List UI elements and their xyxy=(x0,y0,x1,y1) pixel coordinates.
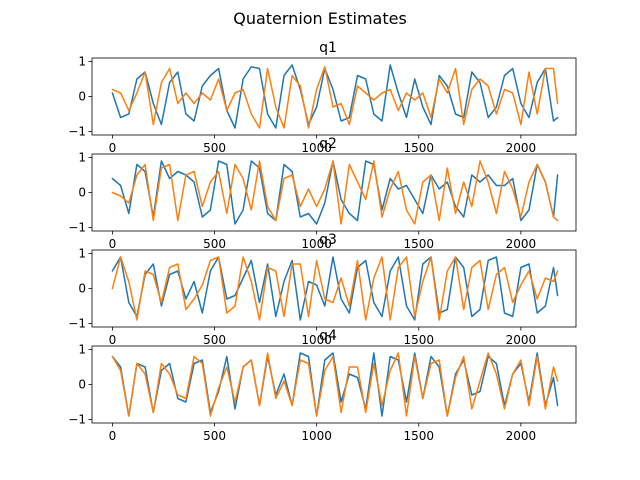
series-line-q1-2 xyxy=(111,66,559,129)
xtick-label: 0 xyxy=(109,141,117,155)
ytick-label: 1 xyxy=(78,247,86,261)
chart-title: Quaternion Estimates xyxy=(233,9,407,28)
ytick-label: 0 xyxy=(78,282,86,296)
ytick-label: 0 xyxy=(78,90,86,104)
ytick-label: −1 xyxy=(68,221,86,235)
series-line-q4-2 xyxy=(111,352,559,417)
xtick-label: 1500 xyxy=(403,237,434,251)
subplot-title-q4: q4 xyxy=(319,328,337,344)
xtick-label: 1500 xyxy=(403,333,434,347)
series-line-q3-2 xyxy=(111,256,559,321)
ytick-label: −1 xyxy=(68,317,86,331)
xtick-label: 500 xyxy=(203,333,226,347)
series-line-q2-1 xyxy=(111,160,559,225)
panel-q3: −1 0 1 0 500 1000 1500 2000 q3 xyxy=(68,232,577,347)
xtick-label: 0 xyxy=(109,237,117,251)
panel-q4: −1 0 1 0 500 1000 1500 2000 q4 xyxy=(68,328,577,443)
axes-frame-q1 xyxy=(91,57,577,136)
subplot-title-q1: q1 xyxy=(319,40,337,56)
series-line-q3-1 xyxy=(111,256,559,321)
xtick-label: 1000 xyxy=(301,237,332,251)
xtick-label: 2000 xyxy=(506,141,537,155)
xtick-label: 500 xyxy=(203,429,226,443)
xtick-label: 500 xyxy=(203,141,226,155)
panel-q1: −1 0 1 0 500 1000 1500 2000 q1 xyxy=(68,40,577,155)
ytick-label: 1 xyxy=(78,151,86,165)
xtick-label: 2000 xyxy=(506,429,537,443)
panel-q2: −1 0 1 0 500 1000 1500 2000 q2 xyxy=(68,136,577,251)
series-line-q4-1 xyxy=(111,352,559,417)
subplot-title-q2: q2 xyxy=(319,136,337,152)
xtick-label: 1500 xyxy=(403,141,434,155)
xtick-label: 1000 xyxy=(301,333,332,347)
xtick-label: 1500 xyxy=(403,429,434,443)
xtick-label: 500 xyxy=(203,237,226,251)
xtick-label: 1000 xyxy=(301,141,332,155)
xtick-label: 2000 xyxy=(506,333,537,347)
xtick-label: 2000 xyxy=(506,237,537,251)
xtick-label: 0 xyxy=(109,333,117,347)
subplot-title-q3: q3 xyxy=(319,232,337,248)
ytick-label: −1 xyxy=(68,125,86,139)
xtick-label: 1000 xyxy=(301,429,332,443)
series-line-q2-2 xyxy=(111,160,559,225)
ytick-label: 1 xyxy=(78,55,86,69)
xtick-label: 0 xyxy=(109,429,117,443)
ytick-label: −1 xyxy=(68,413,86,427)
ytick-label: 0 xyxy=(78,378,86,392)
ytick-label: 1 xyxy=(78,343,86,357)
ytick-label: 0 xyxy=(78,186,86,200)
